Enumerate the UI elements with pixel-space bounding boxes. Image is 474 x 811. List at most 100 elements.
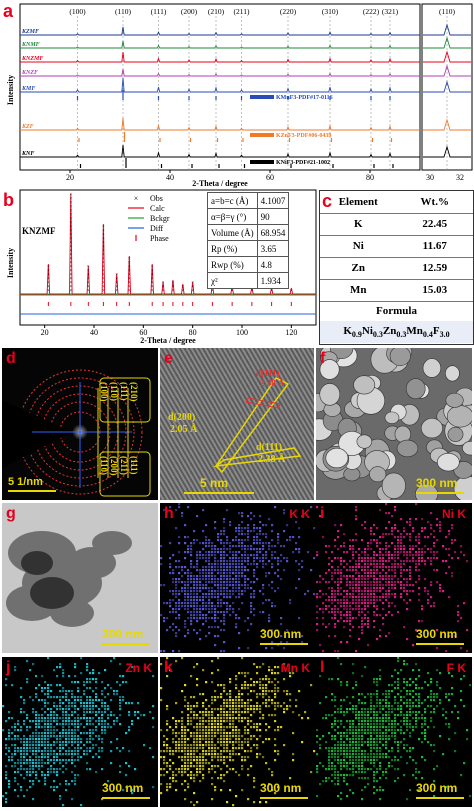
eds-dot	[400, 581, 403, 584]
eds-dot	[337, 774, 340, 777]
eds-dot	[463, 602, 466, 605]
eds-dot	[187, 759, 190, 762]
eds-dot	[262, 717, 265, 720]
eds-dot	[166, 675, 169, 678]
eds-dot	[409, 584, 412, 587]
eds-dot	[226, 563, 229, 566]
eds-dot	[208, 554, 211, 557]
eds-dot	[382, 587, 385, 590]
eds-dot	[355, 681, 358, 684]
panel-e-hrtem: d(111) 2.38 Å d(200) 2.05 Å d(111) 2.38 …	[160, 348, 314, 500]
eds-dot	[241, 735, 244, 738]
eds-dot	[232, 717, 235, 720]
eds-dot	[361, 590, 364, 593]
eds-dot	[8, 756, 11, 759]
eds-dot	[352, 732, 355, 735]
eds-dot	[262, 524, 265, 527]
eds-dot	[406, 726, 409, 729]
param-row: Rwp (%) 4.8	[207, 256, 290, 273]
eds-dot	[5, 720, 8, 723]
eds-dot	[50, 726, 53, 729]
tem-agglomerate	[6, 531, 132, 627]
eds-dot	[379, 753, 382, 756]
eds-dot	[394, 581, 397, 584]
eds-dot	[358, 747, 361, 750]
eds-dot	[92, 738, 95, 741]
eds-dot	[217, 732, 220, 735]
eds-dot	[223, 623, 226, 626]
eds-dot	[379, 756, 382, 759]
eds-dot	[217, 611, 220, 614]
eds-dot	[226, 738, 229, 741]
eds-dot	[376, 599, 379, 602]
eds-dot	[74, 777, 77, 780]
eds-dot	[205, 605, 208, 608]
eds-dot	[196, 774, 199, 777]
eds-dot	[259, 527, 262, 530]
eds-dot	[343, 735, 346, 738]
eds-dot	[292, 753, 295, 756]
eds-dot	[241, 747, 244, 750]
eds-dot	[358, 599, 361, 602]
eds-dot	[229, 696, 232, 699]
eds-dot	[343, 596, 346, 599]
eds-dot	[163, 741, 166, 744]
eds-dot	[101, 768, 104, 771]
eds-dot	[382, 753, 385, 756]
eds-dot	[8, 711, 11, 714]
eds-dot	[466, 560, 469, 563]
eds-dot	[298, 578, 301, 581]
eds-dot	[340, 765, 343, 768]
eds-dot	[376, 560, 379, 563]
eds-dot	[334, 557, 337, 560]
eds-dot	[370, 560, 373, 563]
eds-dot	[361, 753, 364, 756]
eds-dot	[340, 545, 343, 548]
eds-dot	[427, 548, 430, 551]
eds-dot	[409, 750, 412, 753]
eds-dot	[238, 587, 241, 590]
eds-dot	[397, 581, 400, 584]
obs-point: ×	[102, 253, 105, 258]
eds-dot	[59, 750, 62, 753]
eds-dot	[349, 629, 352, 632]
eds-dot	[361, 575, 364, 578]
eds-dot	[349, 575, 352, 578]
eds-dot	[17, 720, 20, 723]
eds-dot	[367, 623, 370, 626]
eds-dot	[331, 578, 334, 581]
eds-dot	[23, 741, 26, 744]
eds-dot	[211, 660, 214, 663]
eds-dot	[241, 521, 244, 524]
eds-dot	[211, 798, 214, 801]
eds-dot	[319, 675, 322, 678]
eds-dot	[190, 747, 193, 750]
eds-dot	[295, 548, 298, 551]
eds-dot	[400, 714, 403, 717]
peak-label: (222)	[363, 7, 380, 16]
eds-dot	[247, 732, 250, 735]
eds-dot	[74, 702, 77, 705]
eds-dot	[385, 744, 388, 747]
eds-dot	[104, 696, 107, 699]
eds-dot	[11, 732, 14, 735]
eds-dot	[62, 741, 65, 744]
eds-dot	[256, 681, 259, 684]
eds-dot	[373, 717, 376, 720]
eds-dot	[340, 768, 343, 771]
eds-dot	[190, 744, 193, 747]
eds-dot	[38, 744, 41, 747]
eds-dot	[205, 744, 208, 747]
eds-dot	[238, 744, 241, 747]
eds-dot	[259, 711, 262, 714]
eds-dot	[259, 735, 262, 738]
eds-dot	[14, 729, 17, 732]
eds-dot	[421, 741, 424, 744]
eds-dot	[337, 678, 340, 681]
eds-dot	[71, 744, 74, 747]
eds-dot	[125, 732, 128, 735]
eds-dot	[41, 687, 44, 690]
eds-dot	[98, 747, 101, 750]
eds-dot	[71, 732, 74, 735]
eds-dot	[235, 738, 238, 741]
